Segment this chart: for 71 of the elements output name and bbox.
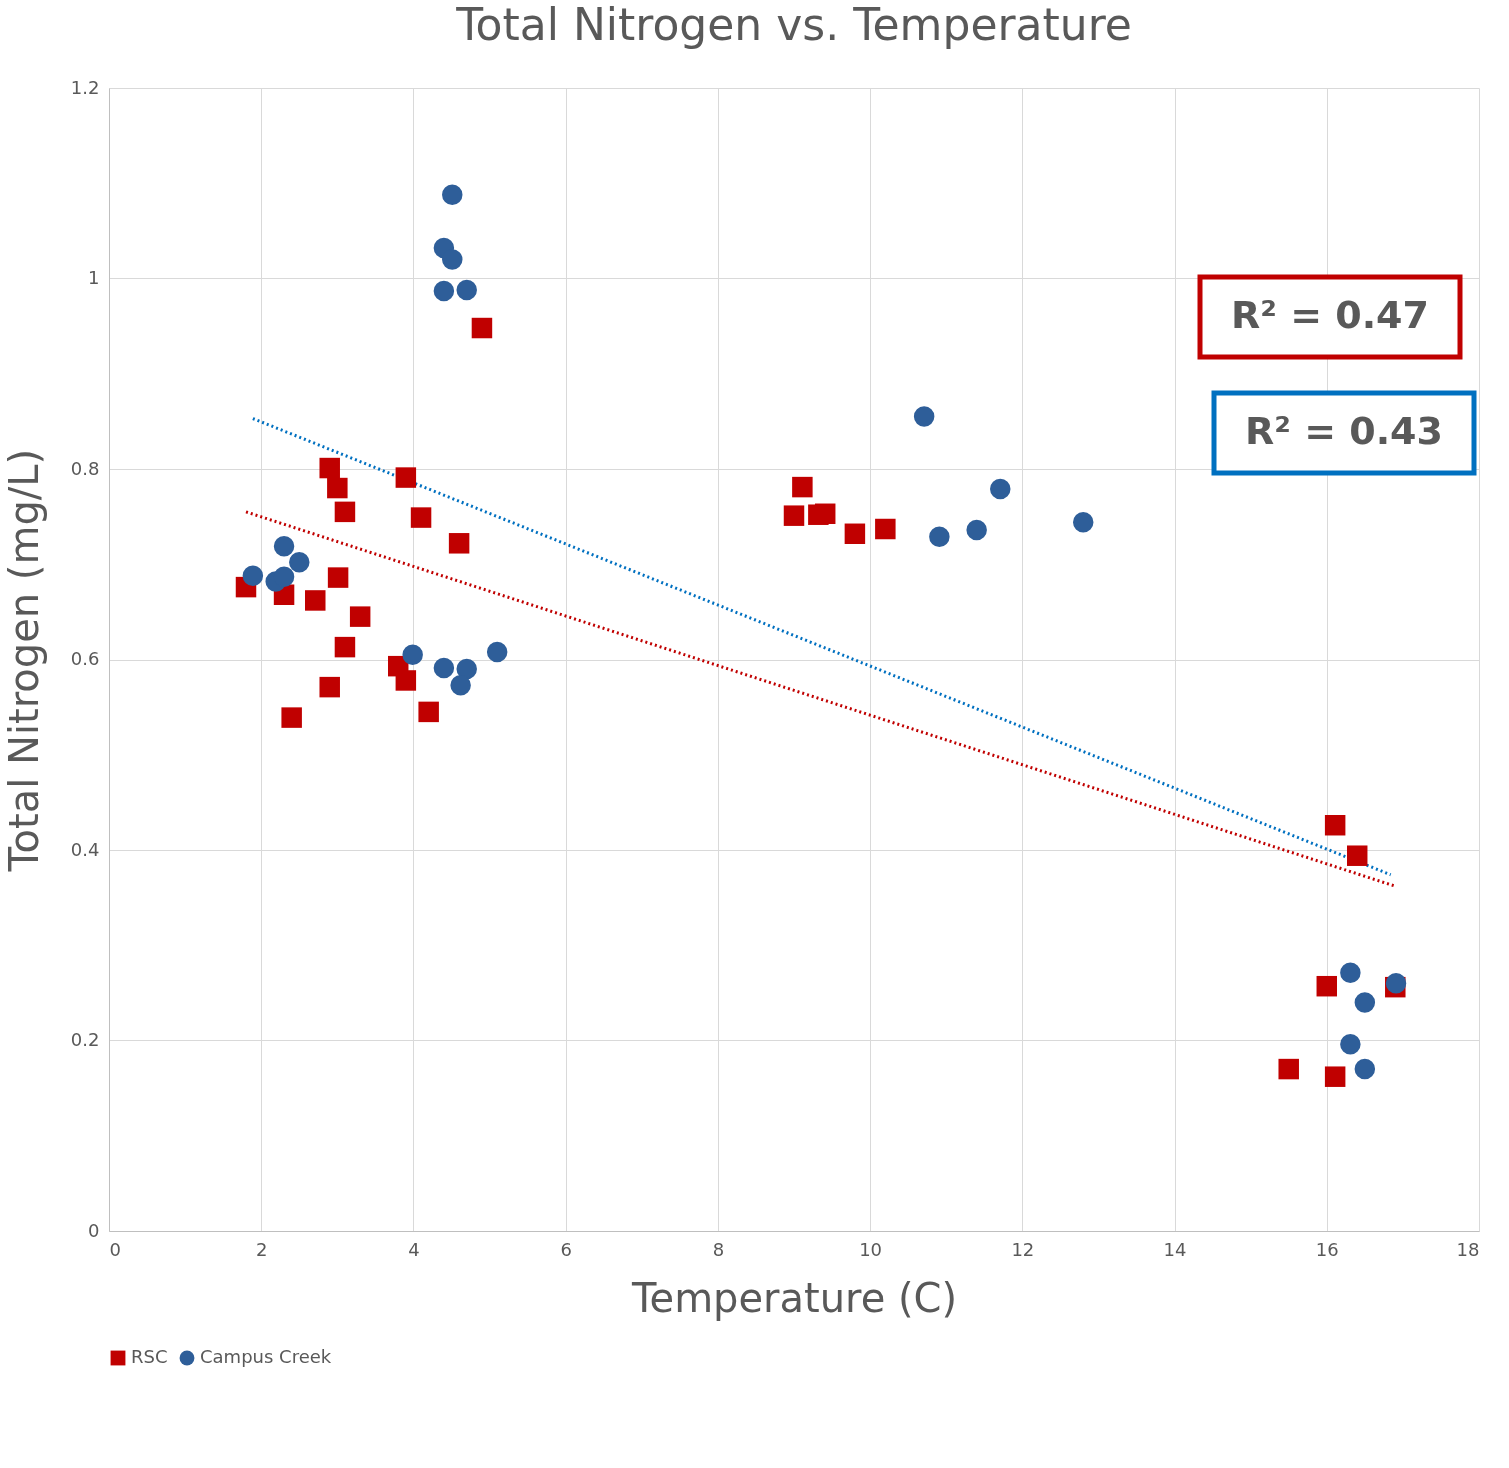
point — [327, 567, 349, 588]
point — [305, 590, 326, 611]
point — [1346, 845, 1368, 866]
y-tick-label: 0.2 — [70, 1029, 100, 1050]
point — [1354, 1058, 1376, 1080]
point — [450, 674, 471, 696]
x-tick-label: 4 — [408, 1238, 420, 1260]
point — [402, 644, 423, 665]
x-tick-label: 2 — [256, 1238, 268, 1260]
point — [281, 707, 302, 728]
x-tick-label: 10 — [859, 1238, 883, 1260]
point — [334, 636, 356, 658]
point — [844, 523, 866, 545]
point — [242, 565, 264, 586]
y-tick-label: 0 — [88, 1219, 100, 1241]
point — [349, 606, 371, 627]
point — [1278, 1058, 1299, 1080]
point — [395, 467, 417, 488]
point — [289, 552, 310, 573]
point — [814, 503, 836, 525]
point — [792, 476, 813, 498]
legend-label: RSC — [131, 1346, 168, 1367]
point — [990, 478, 1011, 500]
point — [273, 535, 295, 557]
point — [1316, 975, 1338, 997]
point — [395, 670, 417, 691]
x-tick-label: 0 — [109, 1238, 121, 1260]
point — [456, 658, 477, 680]
point — [273, 566, 295, 587]
point — [486, 641, 508, 663]
point — [418, 701, 439, 723]
y-tick-label: 1 — [88, 267, 100, 288]
y-tick-label: 0.6 — [70, 648, 100, 669]
point — [433, 280, 455, 302]
point — [1340, 962, 1361, 984]
point — [433, 657, 455, 679]
point — [334, 501, 356, 523]
point — [1072, 512, 1094, 533]
x-tick-label: 16 — [1315, 1238, 1339, 1260]
point — [966, 519, 987, 541]
annotation: R² = 0.47 — [1231, 293, 1429, 337]
point — [319, 676, 340, 698]
legend-label: Campus Creek — [200, 1346, 332, 1367]
point — [471, 317, 493, 339]
chart-title: Total Nitrogen vs. Temperature — [455, 0, 1132, 50]
point — [442, 249, 463, 270]
x-axis-title: Temperature (C) — [630, 1274, 958, 1321]
point — [913, 406, 935, 427]
point — [929, 526, 950, 547]
x-tick-label: 14 — [1163, 1238, 1187, 1260]
y-tick-label: 1.2 — [70, 76, 100, 98]
point — [1324, 1066, 1346, 1087]
annotation: R² = 0.43 — [1245, 409, 1443, 453]
point — [319, 457, 340, 479]
x-tick-label: 18 — [1456, 1238, 1480, 1260]
x-tick-label: 12 — [1011, 1238, 1035, 1260]
point — [1340, 1034, 1361, 1055]
point — [456, 279, 477, 301]
point — [410, 507, 432, 528]
point — [1354, 992, 1376, 1013]
point — [448, 533, 470, 554]
point — [783, 505, 805, 526]
y-tick-label: 0.8 — [70, 457, 100, 479]
y-tick-label: 0.4 — [70, 838, 100, 860]
point — [875, 518, 896, 540]
point — [1324, 814, 1346, 836]
x-tick-label: 6 — [560, 1238, 572, 1260]
point — [442, 184, 463, 205]
x-tick-label: 8 — [712, 1238, 725, 1260]
y-axis-title: Total Nitrogen (mg/L) — [0, 448, 47, 873]
point — [327, 477, 348, 499]
